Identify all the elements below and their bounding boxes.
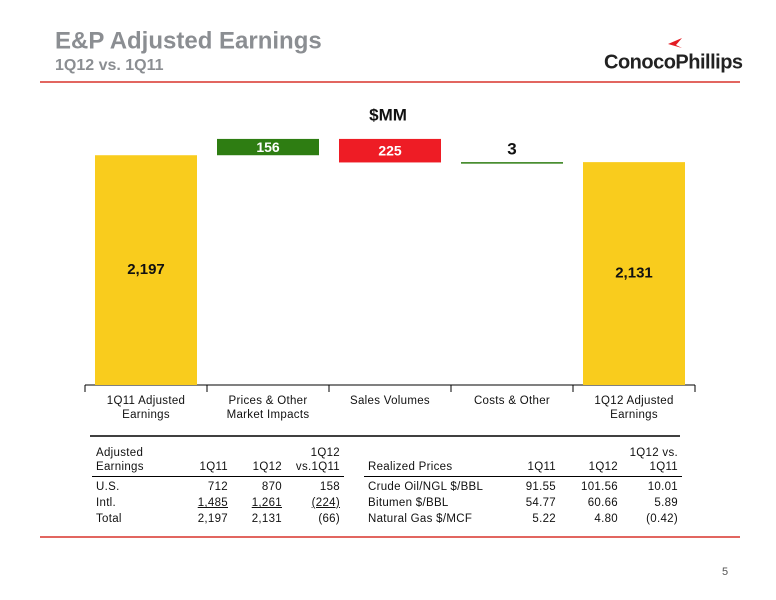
table-cell: 2,131 — [251, 513, 282, 525]
table-cell: (0.42) — [646, 513, 678, 525]
table-cell: 10.01 — [647, 481, 678, 493]
column-header: Adjusted Earnings — [92, 446, 180, 477]
earnings-table: Adjusted Earnings 1Q11 1Q12 1Q12 vs.1Q11 U.S… — [92, 446, 344, 525]
table-cell: Intl. — [96, 497, 117, 509]
value-label: 2,131 — [615, 265, 653, 282]
table-cell: Total — [96, 513, 122, 525]
column-header: 1Q12 vs.1Q11 — [286, 446, 344, 477]
logo: ConocoPhillips — [604, 51, 743, 73]
table-cell: (224) — [311, 497, 340, 509]
table-cell: Natural Gas $/MCF — [368, 513, 473, 525]
slide-title: E&P Adjusted Earnings — [55, 27, 322, 54]
table-cell: 60.66 — [587, 497, 618, 509]
table-cell: U.S. — [96, 481, 120, 493]
table-cell: 5.89 — [654, 497, 678, 509]
value-label: 156 — [256, 139, 280, 155]
column-header: 1Q12 — [560, 446, 622, 477]
x-tick-label: Prices & Other Market Impacts — [226, 395, 310, 421]
table-cell: 158 — [319, 481, 340, 493]
table-cell: 1,261 — [251, 497, 282, 509]
column-header: 1Q11 — [508, 446, 560, 477]
column-header: 1Q12 — [232, 446, 286, 477]
value-label: 3 — [507, 140, 516, 159]
bar — [461, 162, 563, 164]
x-tick-label: Sales Volumes — [350, 395, 430, 407]
value-label: 225 — [378, 142, 402, 158]
logo-mark — [668, 38, 682, 48]
table-cell: 2,197 — [197, 513, 228, 525]
table-cell: 5.22 — [532, 513, 556, 525]
table-cell: Bitumen $/BBL — [368, 497, 449, 509]
table-cell: 1,485 — [197, 497, 228, 509]
x-tick-label: 1Q12 Adjusted Earnings — [594, 395, 674, 421]
chart-subtitle: $MM — [369, 105, 407, 124]
page-number: 5 — [722, 566, 728, 578]
column-header: 1Q12 vs. 1Q11 — [622, 446, 682, 477]
table-cell: 712 — [207, 481, 228, 493]
table-cell: 54.77 — [525, 497, 556, 509]
bar — [583, 162, 685, 385]
table-cell: 91.55 — [525, 481, 556, 493]
x-tick-label: 1Q11 Adjusted Earnings — [106, 395, 186, 421]
prices-table: Realized Prices 1Q11 1Q12 1Q12 vs. 1Q11 Crud… — [364, 446, 682, 525]
bar — [217, 138, 319, 156]
column-header: Realized Prices — [364, 446, 508, 477]
table-cell: 101.56 — [581, 481, 618, 493]
value-label: 2,197 — [127, 261, 165, 278]
table-cell: Crude Oil/NGL $/BBL — [368, 481, 484, 493]
table-cell: 4.80 — [594, 513, 618, 525]
table-cell: (66) — [318, 513, 340, 525]
bar — [339, 138, 441, 163]
table-cell: 870 — [261, 481, 282, 493]
slide-subtitle: 1Q12 vs. 1Q11 — [55, 57, 164, 74]
bar — [95, 155, 197, 385]
column-header: 1Q11 — [180, 446, 232, 477]
x-tick-label: Costs & Other — [473, 395, 551, 407]
